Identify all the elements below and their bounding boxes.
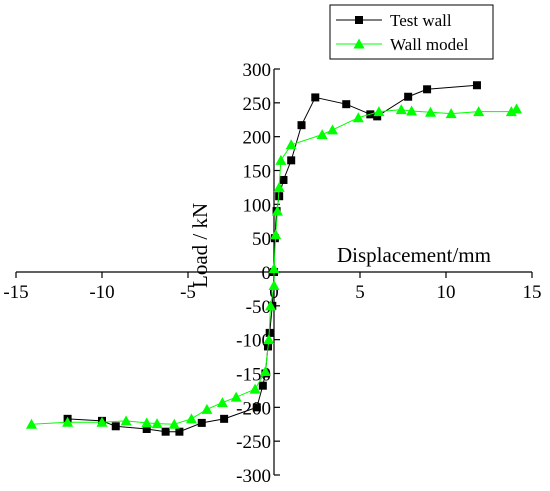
data-point	[373, 106, 385, 117]
data-point	[505, 106, 517, 117]
y-tick-label: 300	[243, 60, 272, 81]
y-tick-label: -250	[236, 432, 271, 453]
data-point	[120, 415, 132, 426]
data-point	[252, 403, 261, 412]
series-wall-model	[25, 103, 523, 429]
x-tick-label: -15	[3, 282, 28, 303]
data-point	[142, 424, 151, 433]
data-point	[185, 413, 197, 424]
y-tick-label: 50	[252, 229, 271, 250]
data-point	[472, 81, 481, 90]
data-point	[151, 418, 163, 429]
data-point	[342, 100, 351, 109]
data-point	[273, 181, 285, 192]
data-point	[297, 121, 306, 130]
data-point	[168, 418, 180, 429]
data-point	[220, 414, 229, 423]
x-tick-label: 5	[355, 282, 365, 303]
data-point	[285, 139, 297, 150]
data-point	[111, 422, 120, 431]
data-point	[423, 85, 432, 94]
data-point	[161, 427, 170, 436]
y-tick-label: -50	[246, 297, 271, 318]
y-tick-label: 100	[243, 195, 272, 216]
data-point	[373, 112, 382, 121]
data-point	[268, 280, 280, 291]
data-point	[279, 175, 288, 184]
data-point	[445, 108, 457, 119]
y-tick-label: 250	[243, 94, 272, 115]
data-point	[265, 300, 277, 311]
legend-box	[329, 4, 494, 60]
data-point	[395, 104, 407, 115]
data-point	[352, 112, 364, 123]
data-point	[197, 418, 206, 427]
data-point	[25, 418, 37, 429]
data-point	[201, 403, 213, 414]
data-point	[141, 417, 153, 428]
series-layer	[25, 81, 523, 436]
x-tick-label: -5	[180, 282, 196, 303]
data-point	[316, 129, 328, 140]
y-tick-label: 200	[243, 128, 272, 149]
data-point	[511, 103, 523, 114]
y-tick-label: -300	[236, 466, 271, 487]
data-point	[175, 427, 184, 436]
data-point	[258, 381, 267, 390]
legend-marker	[355, 16, 363, 24]
data-point	[230, 391, 242, 402]
data-point	[270, 229, 282, 240]
y-tick-label: -100	[236, 331, 271, 352]
x-tick-label: -10	[89, 282, 114, 303]
data-point	[249, 383, 261, 394]
data-point	[268, 263, 280, 274]
legend-label: Wall model	[390, 35, 469, 54]
data-point	[404, 92, 413, 101]
data-point	[216, 397, 228, 408]
data-point	[473, 106, 485, 117]
y-tick-label: 150	[243, 162, 272, 183]
legend: Test wall Wall model	[329, 4, 494, 60]
y-tick-label: 0	[262, 263, 272, 284]
data-point	[425, 106, 437, 117]
labels-layer: Displacement/mm Load / kN	[188, 203, 491, 288]
data-point	[406, 105, 418, 116]
data-point	[287, 156, 296, 165]
data-point	[326, 124, 338, 135]
data-point	[275, 192, 284, 201]
data-point	[259, 365, 271, 376]
legend-marker	[353, 38, 365, 49]
data-point	[311, 93, 320, 102]
data-point	[271, 205, 283, 216]
data-point	[62, 416, 74, 427]
data-point	[265, 328, 274, 337]
y-axis-title: Load / kN	[188, 203, 212, 288]
data-point	[96, 416, 108, 427]
x-axis-title: Displacement/mm	[337, 243, 491, 267]
data-point	[275, 154, 287, 165]
data-point	[263, 334, 275, 345]
x-tick-label: 10	[437, 282, 456, 303]
legend-label: Test wall	[390, 11, 452, 30]
x-tick-label: 15	[523, 282, 542, 303]
